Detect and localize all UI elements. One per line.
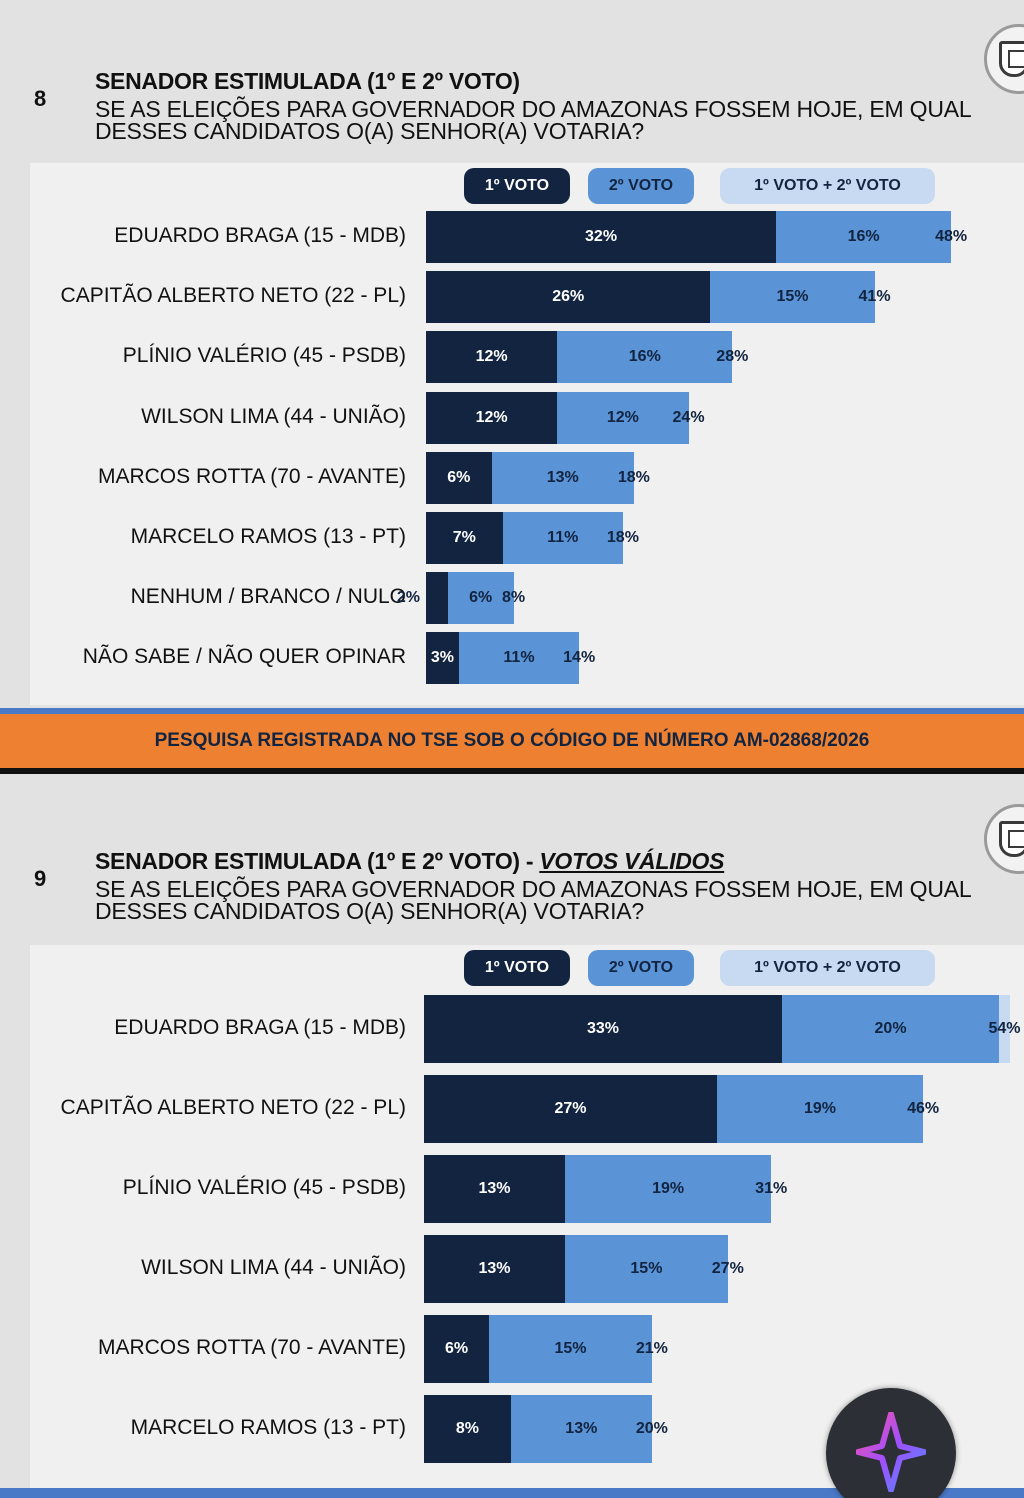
bar-voto2: 16%	[557, 331, 733, 384]
legend-voto2: 2º VOTO	[588, 168, 694, 204]
bar-voto1: 32%	[426, 211, 777, 263]
legend-voto1: 1º VOTO	[464, 950, 570, 986]
bar-voto2: 16%	[776, 211, 952, 263]
bar-voto2: 12%	[557, 391, 689, 444]
registration-text: PESQUISA REGISTRADA NO TSE SOB O CÓDIGO …	[0, 714, 1024, 768]
bottom-accent-strip	[0, 1488, 1024, 1498]
assistant-button[interactable]	[826, 1388, 956, 1498]
legend-total: 1º VOTO + 2º VOTO	[720, 168, 935, 204]
candidate-label: NENHUM / BRANCO / NULO	[130, 585, 406, 609]
bar-voto1: 12%	[426, 391, 558, 444]
candidate-label: PLÍNIO VALÉRIO (45 - PSDB)	[122, 344, 406, 368]
candidate-label: EDUARDO BRAGA (15 - MDB)	[114, 224, 406, 247]
bar-voto1: 3%	[426, 632, 459, 685]
chart-card: 1º VOTO 2º VOTO 1º VOTO + 2º VOTO EDUARD…	[30, 163, 1024, 705]
bar-voto1-label: 2%	[396, 589, 420, 607]
candidate-label: WILSON LIMA (44 - UNIÃO)	[141, 404, 406, 428]
chart-subtitle-line2: DESSES CANDIDATOS O(A) SENHOR(A) VOTARIA…	[95, 898, 644, 924]
chart-title: SENADOR ESTIMULADA (1º E 2º VOTO) - VOTO…	[95, 848, 725, 874]
bar-voto2: 11%	[458, 632, 580, 685]
shield-crest-icon	[984, 804, 1024, 874]
chart-panel-8: 8 SENADOR ESTIMULADA (1º E 2º VOTO) SE A…	[0, 0, 1024, 710]
candidate-label: MARCOS ROTTA (70 - AVANTE)	[97, 1336, 406, 1359]
bar-voto1	[426, 572, 448, 625]
bar-voto1: 26%	[426, 271, 711, 324]
bar-voto2: 19%	[565, 1155, 772, 1223]
chart-subtitle-line1: SE AS ELEIÇÕES PARA GOVERNADOR DO AMAZON…	[95, 96, 972, 122]
chart-subtitle-line2: DESSES CANDIDATOS O(A) SENHOR(A) VOTARIA…	[95, 118, 644, 144]
bar-voto1: 6%	[424, 1315, 490, 1383]
candidate-label: MARCOS ROTTA (70 - AVANTE)	[97, 464, 406, 488]
legend-total: 1º VOTO + 2º VOTO	[720, 950, 935, 986]
bar-voto1: 13%	[424, 1155, 566, 1223]
legend-voto2: 2º VOTO	[588, 950, 694, 986]
bar-voto2: 19%	[716, 1075, 924, 1143]
candidate-label: PLÍNIO VALÉRIO (45 - PSDB)	[122, 1176, 406, 1199]
registration-banner: PESQUISA REGISTRADA NO TSE SOB O CÓDIGO …	[0, 708, 1024, 774]
candidate-label: MARCELO RAMOS (13 - PT)	[130, 1416, 406, 1439]
legend-voto1: 1º VOTO	[464, 168, 570, 204]
bar-total: 54%	[988, 995, 1020, 1063]
bar-voto2: 11%	[502, 512, 623, 564]
candidate-label: MARCELO RAMOS (13 - PT)	[130, 525, 406, 548]
bar-voto2: 6%	[447, 572, 514, 625]
sparkle-star-icon	[856, 1412, 926, 1492]
shield-crest-icon	[984, 24, 1024, 94]
candidate-label: CAPITÃO ALBERTO NETO (22 - PL)	[60, 284, 406, 308]
bar-voto2: 13%	[491, 451, 634, 504]
bar-voto1: 13%	[424, 1235, 566, 1303]
bar-voto1: 6%	[426, 451, 492, 504]
bar-voto1: 8%	[424, 1395, 511, 1463]
bar-voto2: 20%	[782, 995, 1000, 1063]
bar-voto1: 33%	[424, 995, 783, 1063]
question-number: 8	[34, 86, 47, 111]
chart-title-suffix: VOTOS VÁLIDOS	[539, 848, 725, 874]
bar-voto2: 15%	[710, 271, 875, 324]
bar-voto2: 15%	[565, 1235, 728, 1303]
bar-voto2: 15%	[489, 1315, 652, 1383]
chart-subtitle-line1: SE AS ELEIÇÕES PARA GOVERNADOR DO AMAZON…	[95, 876, 972, 902]
candidate-label: WILSON LIMA (44 - UNIÃO)	[141, 1256, 406, 1279]
chart-title: SENADOR ESTIMULADA (1º E 2º VOTO)	[95, 68, 520, 94]
bar-voto2: 13%	[510, 1395, 652, 1463]
bar-voto1: 27%	[424, 1075, 717, 1143]
candidate-label: EDUARDO BRAGA (15 - MDB)	[114, 1016, 406, 1039]
bar-voto1: 12%	[426, 331, 558, 384]
bar-voto1: 7%	[426, 512, 503, 564]
candidate-label: CAPITÃO ALBERTO NETO (22 - PL)	[60, 1096, 406, 1119]
question-number: 9	[34, 866, 47, 891]
candidate-label: NÃO SABE / NÃO QUER OPINAR	[82, 645, 406, 669]
